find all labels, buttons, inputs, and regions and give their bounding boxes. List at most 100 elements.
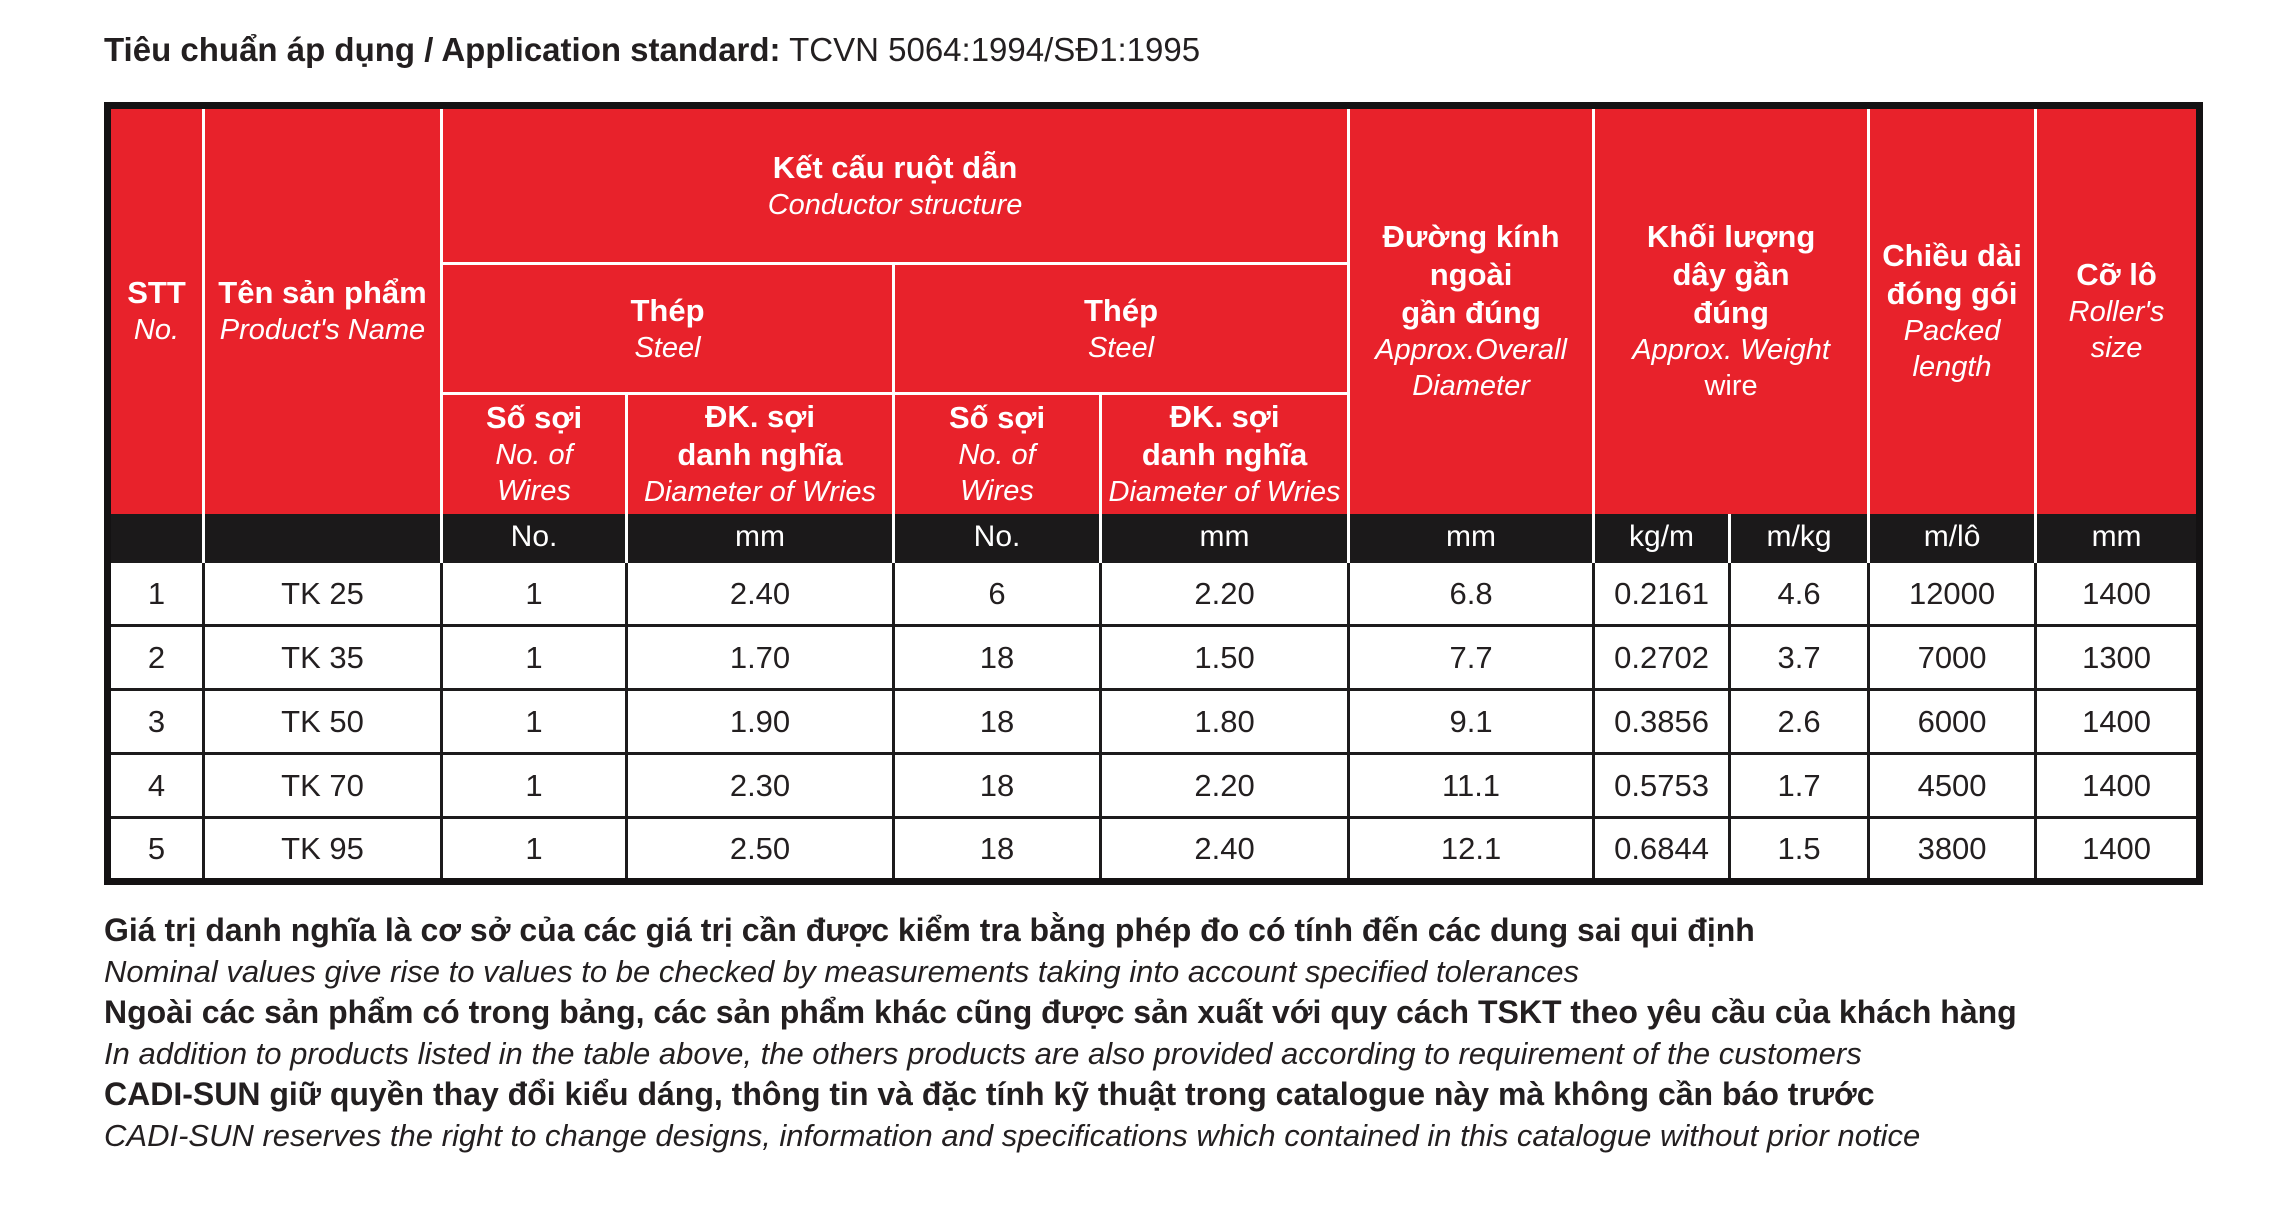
note-disclaimer-vi: CADI-SUN giữ quyền thay đổi kiểu dáng, t… [104,1076,1875,1112]
note-custom-products-en: In addition to products listed in the ta… [104,1036,1862,1071]
header-weight-vi: Khối lượng dây gần đúng [1646,219,1816,331]
table-cell: 0.2702 [1592,624,1732,691]
table-cell: 0.2161 [1592,560,1732,627]
header-product-name-vi: Tên sản phẩm [218,275,427,311]
table-cell: 0.6844 [1592,816,1732,883]
header-stt: STT No. [106,104,205,514]
table-cell: 18 [892,816,1102,883]
header-steel-2: Thép Steel [891,262,1351,395]
table-cell: TK 35 [202,624,443,691]
table-cell: 1400 [2034,752,2202,819]
header-stt-vi: STT [127,275,186,311]
unit-row: No. mm No. mm mm kg/m m/kg m/lô mm [106,513,2202,562]
table-cell: 18 [892,688,1102,755]
table-row: 1 TK 25 1 2.40 6 2.20 6.8 0.2161 4.6 120… [106,560,2202,627]
table-cell: 6.8 [1347,560,1596,627]
header-diameter-2: ĐK. sợi danh nghĩa Diameter of Wries [1098,392,1351,514]
header-no-of-wires-1-vi: Số sợi [485,400,583,436]
header-diameter-1: ĐK. sợi danh nghĩa Diameter of Wries [625,392,895,514]
table-cell: 2.20 [1098,560,1351,627]
table-cell: TK 25 [202,560,443,627]
header-no-of-wires-1: Số sợi No. of Wires [440,392,628,514]
unit-cell: kg/m [1592,513,1732,562]
table-cell: 1400 [2034,560,2202,627]
header-conductor-structure-vi: Kết cấu ruột dẫn [772,149,1018,185]
table-cell: 1 [106,560,205,627]
header-packed-length: Chiều dài đóng gói Packed length [1867,104,2038,514]
table-cell: 1 [440,624,628,691]
header-steel-1: Thép Steel [440,262,895,395]
note-disclaimer-en: CADI-SUN reserves the right to change de… [104,1118,1921,1153]
table-cell: 12.1 [1347,816,1596,883]
table-cell: 4500 [1867,752,2038,819]
table-cell: 3.7 [1728,624,1871,691]
table-cell: 2 [106,624,205,691]
table-cell: 2.6 [1728,688,1871,755]
unit-cell: m/lô [1867,513,2038,562]
header-weight-en: Approx. Weight [1632,334,1830,367]
footer-notes: Giá trị danh nghĩa là cơ sở của các giá … [104,910,2214,1156]
table-cell: 1.90 [625,688,895,755]
header-stt-en: No. [133,314,180,347]
unit-cell [106,513,205,562]
header-conductor-structure: Kết cấu ruột dẫn Conductor structure [439,104,1351,265]
header-no-of-wires-1-en: No. of Wires [495,439,573,508]
table-cell: 1.50 [1098,624,1351,691]
table-cell: TK 95 [202,816,443,883]
application-standard-value: TCVN 5064:1994/SĐ1:1995 [780,31,1201,68]
table-cell: 2.40 [625,560,895,627]
header-diameter-1-en: Diameter of Wries [643,476,877,509]
unit-cell: No. [892,513,1102,562]
table-cell: 18 [892,624,1102,691]
application-standard-title: Tiêu chuẩn áp dụng / Application standar… [104,30,1200,70]
table-cell: 2.40 [1098,816,1351,883]
table-cell: 6 [892,560,1102,627]
header-steel-1-en: Steel [634,331,701,364]
table-cell: 2.30 [625,752,895,819]
header-roller-size: Cỡ lô Roller's size [2034,104,2202,514]
table-cell: TK 70 [202,752,443,819]
header-overall-diameter-vi: Đường kính ngoài gần đúng [1382,219,1560,331]
table-cell: 2.50 [625,816,895,883]
table-cell: 3 [106,688,205,755]
header-product-name: Tên sản phẩm Product's Name [202,104,443,514]
header-steel-2-vi: Thép [1083,292,1159,328]
table-cell: 1300 [2034,624,2202,691]
table-cell: 0.3856 [1592,688,1732,755]
note-custom-products-vi: Ngoài các sản phẩm có trong bảng, các sả… [104,994,2017,1030]
table-cell: 1400 [2034,816,2202,883]
product-spec-table: STT No. Tên sản phẩm Product's Name Kết … [104,102,2204,885]
table-cell: 1 [440,688,628,755]
table-cell: TK 50 [202,688,443,755]
unit-cell [202,513,443,562]
header-diameter-2-en: Diameter of Wries [1108,476,1341,509]
header-roller-size-en: Roller's size [2068,296,2165,365]
header-no-of-wires-2-vi: Số sợi [948,400,1046,436]
unit-cell: mm [625,513,895,562]
table-cell: 12000 [1867,560,2038,627]
table-cell: 3800 [1867,816,2038,883]
header-steel-1-vi: Thép [630,292,705,328]
application-standard-label: Tiêu chuẩn áp dụng / Application standar… [104,31,781,68]
header-conductor-structure-en: Conductor structure [767,188,1023,221]
header-packed-length-en: Packed length [1903,315,2001,384]
header-no-of-wires-2: Số sợi No. of Wires [892,392,1102,514]
table-cell: 4.6 [1728,560,1871,627]
table-cell: 4 [106,752,205,819]
table-cell: 5 [106,816,205,883]
header-packed-length-vi: Chiều dài đóng gói [1882,238,2022,312]
header-no-of-wires-2-en: No. of Wires [958,439,1036,508]
unit-cell: mm [1098,513,1351,562]
table-cell: 1.7 [1728,752,1871,819]
note-tolerance-en: Nominal values give rise to values to be… [104,954,1580,989]
header-diameter-1-vi: ĐK. sợi danh nghĩa [677,399,843,473]
unit-cell: m/kg [1728,513,1871,562]
table-cell: 2.20 [1098,752,1351,819]
table-cell: 6000 [1867,688,2038,755]
note-tolerance-vi: Giá trị danh nghĩa là cơ sở của các giá … [104,912,1755,948]
table-cell: 7000 [1867,624,2038,691]
table-cell: 1.70 [625,624,895,691]
unit-cell: mm [1347,513,1596,562]
table-cell: 11.1 [1347,752,1596,819]
header-overall-diameter-en: Approx.Overall Diameter [1375,334,1567,403]
